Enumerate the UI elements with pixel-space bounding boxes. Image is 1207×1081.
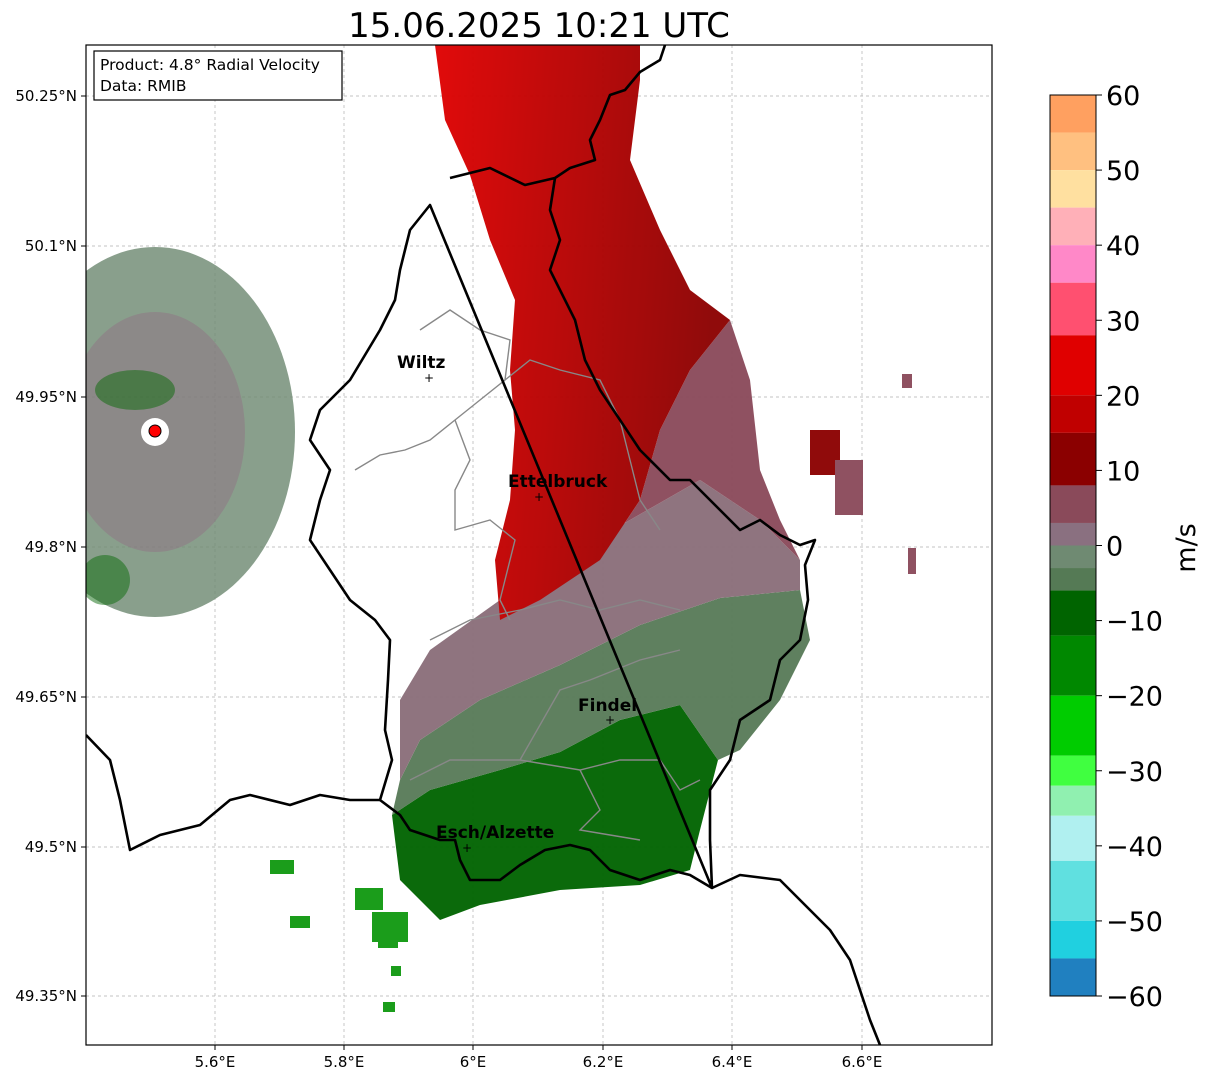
colorbar-segment: [1050, 755, 1096, 786]
colorbar-segment: [1050, 282, 1096, 336]
y-tick-label: 49.5°N: [25, 838, 77, 856]
border-france-belgium: [86, 734, 380, 852]
velocity-outbound-region: [435, 45, 730, 620]
colorbar-label: m/s: [1171, 523, 1202, 572]
map-frame: [85, 44, 993, 1046]
city-label: Esch/Alzette: [436, 823, 554, 843]
colorbar-segment: [1050, 432, 1096, 486]
velocity-inbound-weak-region: [392, 590, 810, 815]
map-panel: +Wiltz+Ettelbruck+Findel+Esch/Alzette Pr…: [86, 45, 992, 1045]
colorbar-tick-label: −10: [1106, 607, 1163, 638]
chart-title: 15.06.2025 10:21 UTC: [348, 6, 730, 46]
colorbar-segment: [1050, 95, 1096, 133]
velocity-inbound-strong-region: [392, 705, 718, 920]
colorbar-segment: [1050, 590, 1096, 636]
colorbar-segment: [1050, 335, 1096, 396]
colorbar-segment: [1050, 635, 1096, 696]
colorbar-tick-label: 40: [1106, 231, 1140, 262]
info-source-text: Data: RMIB: [100, 77, 187, 95]
colorbar-segment: [1050, 695, 1096, 756]
y-axis-ticks: 50.25°N 50.1°N 49.95°N 49.8°N 49.65°N 49.5°N 4…: [15, 87, 86, 1005]
colorbar-tick-label: −30: [1106, 757, 1163, 788]
info-box: Product: 4.8° Radial Velocity Data: RMIB: [93, 50, 343, 101]
city-marker-cross: +: [605, 713, 615, 727]
colorbar-tick-label: −20: [1106, 682, 1163, 713]
colorbar-segment: [1050, 245, 1096, 283]
colorbar-segment: [1050, 860, 1096, 921]
info-product-text: Product: 4.8° Radial Velocity: [100, 56, 320, 74]
internal-boundaries: [354, 309, 701, 841]
colorbar-segment: [1050, 545, 1096, 569]
colorbar-segment: [1050, 815, 1096, 861]
colorbar-tick-label: 50: [1106, 156, 1140, 187]
x-tick-label: 5.8°E: [324, 1053, 365, 1071]
city-marker-cross: +: [462, 841, 472, 855]
colorbar-tick-label: 0: [1106, 532, 1123, 563]
colorbar-segment: [1050, 170, 1096, 208]
velocity-outbound-weak-region: [540, 320, 800, 600]
colorbar-tick-label: −50: [1106, 907, 1163, 938]
colorbar-tick-label: 30: [1106, 306, 1140, 337]
colorbar-tick-label: 10: [1106, 456, 1140, 487]
city-marker-cross: +: [534, 490, 544, 504]
colorbar-segment: [1050, 132, 1096, 171]
city-label: Findel: [578, 696, 637, 716]
colorbar-segment: [1050, 568, 1096, 591]
y-tick-label: 49.35°N: [15, 987, 77, 1005]
outbound-echo-east: [810, 374, 916, 574]
x-tick-label: 6°E: [460, 1053, 487, 1071]
colorbar-tick-label: 20: [1106, 381, 1140, 412]
colorbar-tick-label: 60: [1106, 81, 1140, 112]
velocity-field: [86, 45, 916, 1012]
x-tick-label: 5.6°E: [195, 1053, 236, 1071]
colorbar-segment: [1050, 785, 1096, 816]
border-france-germany: [711, 873, 882, 1045]
colorbar-segment: [1050, 485, 1096, 523]
border-luxembourg: [308, 45, 817, 890]
colorbar-tick-label: −60: [1106, 982, 1163, 1013]
city-marker-cross: +: [424, 371, 434, 385]
city-label: Ettelbruck: [508, 472, 608, 492]
radar-site-marker: [148, 424, 162, 438]
city-label: Wiltz: [397, 353, 446, 373]
y-tick-label: 49.95°N: [15, 388, 77, 406]
colorbar-segment: [1050, 207, 1096, 246]
y-tick-label: 49.8°N: [25, 538, 77, 556]
y-tick-label: 50.1°N: [25, 237, 77, 255]
colorbar-tick-label: −40: [1106, 832, 1163, 863]
x-tick-label: 6.6°E: [842, 1053, 883, 1071]
x-tick-label: 6.2°E: [583, 1053, 624, 1071]
x-axis-ticks: 5.6°E 5.8°E 6°E 6.2°E 6.4°E 6.6°E: [195, 1045, 883, 1071]
colorbar: 60 50 40 30 20 10 0 −10 −20 −30 −40 −50 −60 m/s: [1049, 81, 1202, 1013]
inbound-echo-southwest: [270, 860, 408, 1012]
city-markers: +Wiltz+Ettelbruck+Findel+Esch/Alzette: [397, 353, 637, 855]
x-tick-label: 6.4°E: [712, 1053, 753, 1071]
colorbar-segment: [1050, 522, 1096, 546]
country-borders: [86, 45, 882, 1045]
colorbar-segment: [1050, 920, 1096, 959]
colorbar-segment: [1050, 958, 1096, 996]
y-tick-label: 49.65°N: [15, 688, 77, 706]
velocity-near-zero-region: [400, 480, 800, 780]
y-tick-label: 50.25°N: [15, 87, 77, 105]
colorbar-segment: [1050, 395, 1096, 433]
